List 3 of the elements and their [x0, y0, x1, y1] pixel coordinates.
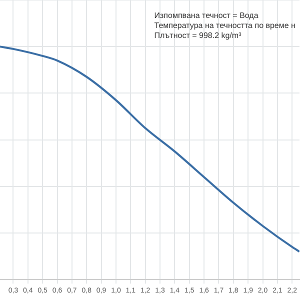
text: Изпомпвана течност = Вода — [154, 11, 259, 20]
text: Температура на течността по време н — [154, 21, 296, 30]
text: Плътност = 998.2 kg/m³ — [154, 31, 242, 40]
